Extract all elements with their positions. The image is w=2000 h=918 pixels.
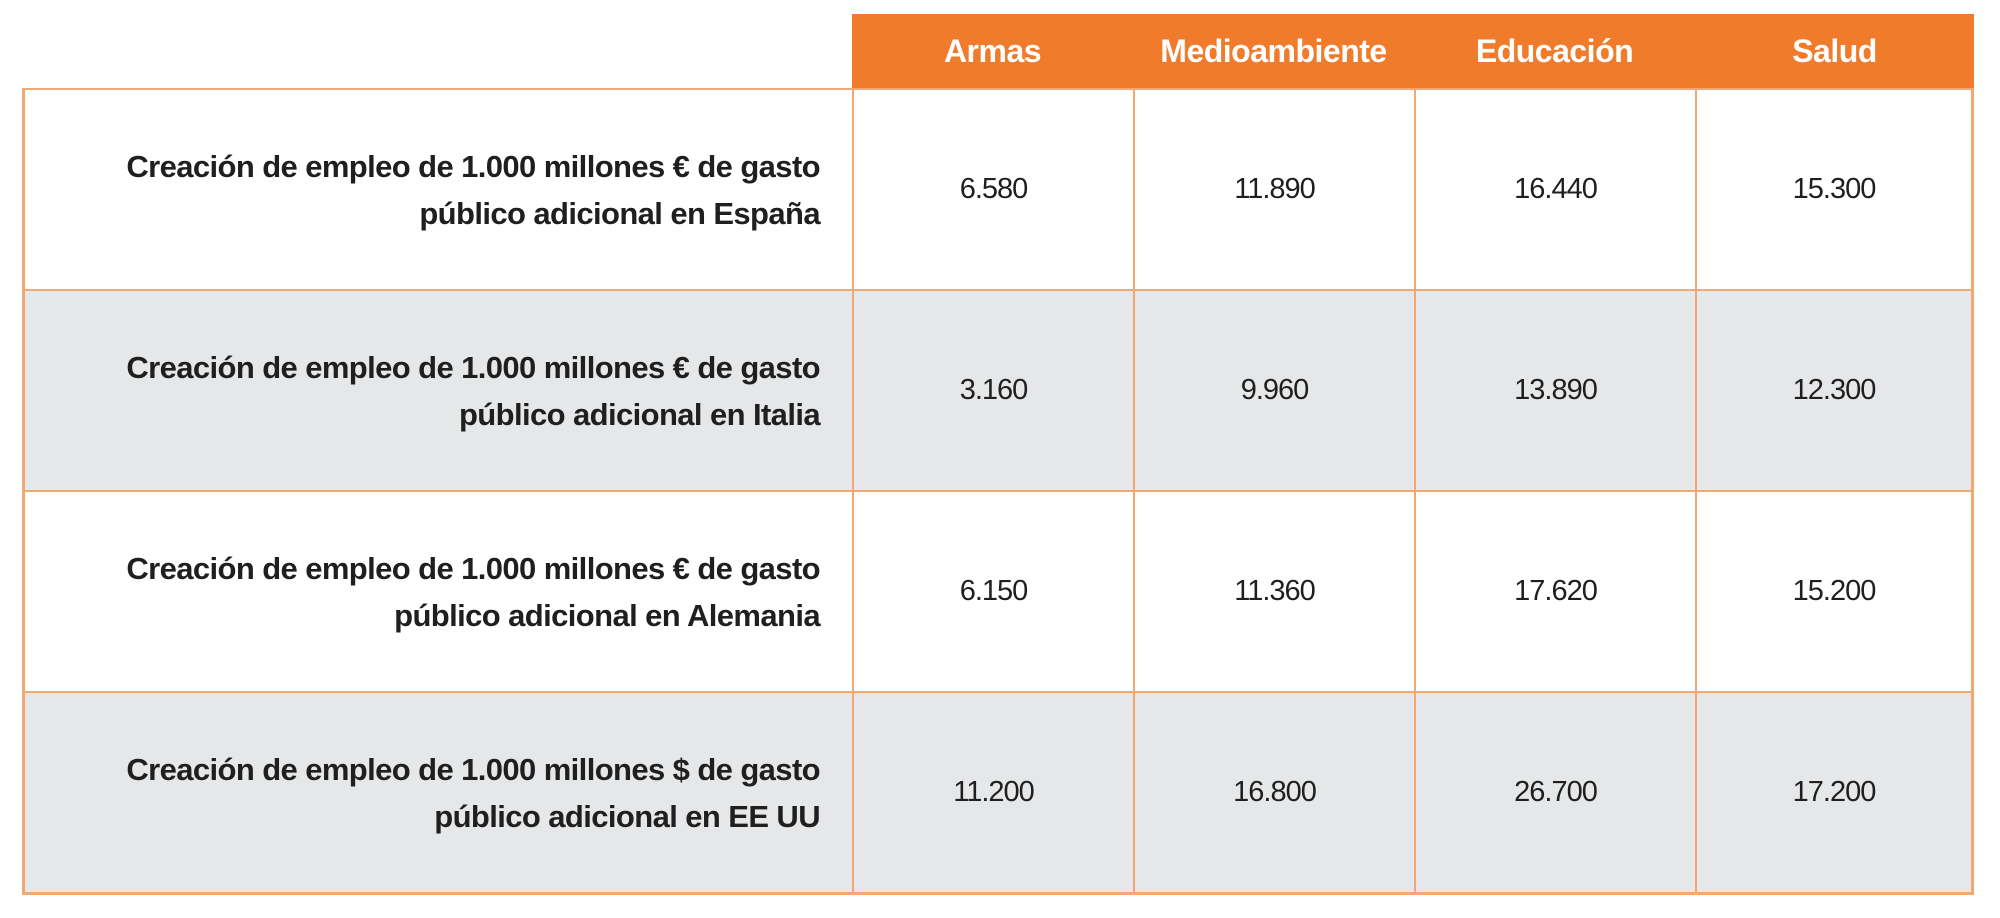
cell-ee-uu-medioambiente: 16.800: [1133, 693, 1414, 892]
table-row-italia: Creación de empleo de 1.000 millones € d…: [25, 289, 1971, 490]
table-row-espana: Creación de empleo de 1.000 millones € d…: [25, 88, 1971, 289]
cell-alemania-salud: 15.200: [1695, 492, 1971, 691]
cell-alemania-armas: 6.150: [852, 492, 1133, 691]
cell-espana-educacion: 16.440: [1414, 90, 1695, 289]
header-row: Armas Medioambiente Educación Salud: [22, 14, 1974, 88]
column-header-armas: Armas: [852, 14, 1133, 88]
row-label-italia: Creación de empleo de 1.000 millones € d…: [25, 291, 852, 490]
row-label-text: Creación de empleo de 1.000 millones € d…: [126, 349, 820, 432]
header-spacer: [22, 14, 852, 88]
row-label-espana: Creación de empleo de 1.000 millones € d…: [25, 90, 852, 289]
cell-italia-medioambiente: 9.960: [1133, 291, 1414, 490]
cell-espana-salud: 15.300: [1695, 90, 1971, 289]
column-header-educacion: Educación: [1414, 14, 1695, 88]
cell-ee-uu-armas: 11.200: [852, 693, 1133, 892]
row-label-text: Creación de empleo de 1.000 millones € d…: [126, 148, 820, 231]
cell-espana-medioambiente: 11.890: [1133, 90, 1414, 289]
table-body: Creación de empleo de 1.000 millones € d…: [22, 88, 1974, 895]
jobs-table: Armas Medioambiente Educación Salud Crea…: [22, 14, 1974, 895]
table-row-alemania: Creación de empleo de 1.000 millones € d…: [25, 490, 1971, 691]
cell-espana-armas: 6.580: [852, 90, 1133, 289]
cell-italia-salud: 12.300: [1695, 291, 1971, 490]
column-header-medioambiente: Medioambiente: [1133, 14, 1414, 88]
column-header-salud: Salud: [1695, 14, 1974, 88]
row-label-text: Creación de empleo de 1.000 millones $ d…: [126, 751, 820, 834]
table-row-ee-uu: Creación de empleo de 1.000 millones $ d…: [25, 691, 1971, 892]
row-label-alemania: Creación de empleo de 1.000 millones € d…: [25, 492, 852, 691]
row-label-ee-uu: Creación de empleo de 1.000 millones $ d…: [25, 693, 852, 892]
cell-alemania-medioambiente: 11.360: [1133, 492, 1414, 691]
cell-ee-uu-salud: 17.200: [1695, 693, 1971, 892]
cell-alemania-educacion: 17.620: [1414, 492, 1695, 691]
row-label-text: Creación de empleo de 1.000 millones € d…: [126, 550, 820, 633]
cell-italia-educacion: 13.890: [1414, 291, 1695, 490]
cell-ee-uu-educacion: 26.700: [1414, 693, 1695, 892]
cell-italia-armas: 3.160: [852, 291, 1133, 490]
